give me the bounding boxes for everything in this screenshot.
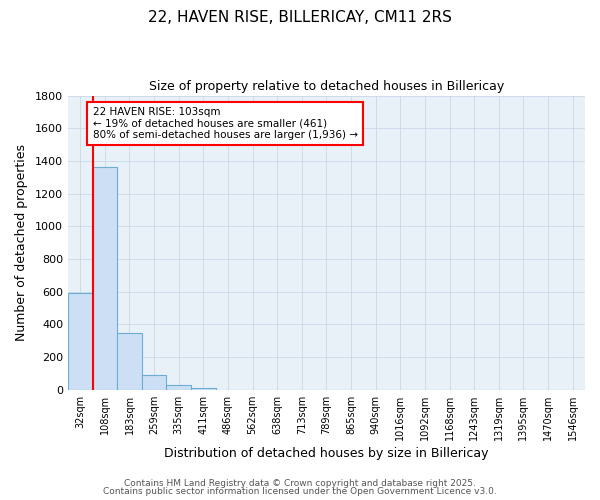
Text: Contains public sector information licensed under the Open Government Licence v3: Contains public sector information licen…	[103, 487, 497, 496]
Y-axis label: Number of detached properties: Number of detached properties	[15, 144, 28, 341]
Text: 22, HAVEN RISE, BILLERICAY, CM11 2RS: 22, HAVEN RISE, BILLERICAY, CM11 2RS	[148, 10, 452, 25]
Title: Size of property relative to detached houses in Billericay: Size of property relative to detached ho…	[149, 80, 504, 93]
Text: 22 HAVEN RISE: 103sqm
← 19% of detached houses are smaller (461)
80% of semi-det: 22 HAVEN RISE: 103sqm ← 19% of detached …	[92, 107, 358, 140]
Bar	[68, 294, 92, 390]
X-axis label: Distribution of detached houses by size in Billericay: Distribution of detached houses by size …	[164, 447, 489, 460]
Bar	[117, 332, 142, 390]
Bar	[166, 385, 191, 390]
Text: Contains HM Land Registry data © Crown copyright and database right 2025.: Contains HM Land Registry data © Crown c…	[124, 478, 476, 488]
Bar	[142, 375, 166, 390]
Bar	[191, 388, 215, 390]
Bar	[92, 168, 117, 390]
